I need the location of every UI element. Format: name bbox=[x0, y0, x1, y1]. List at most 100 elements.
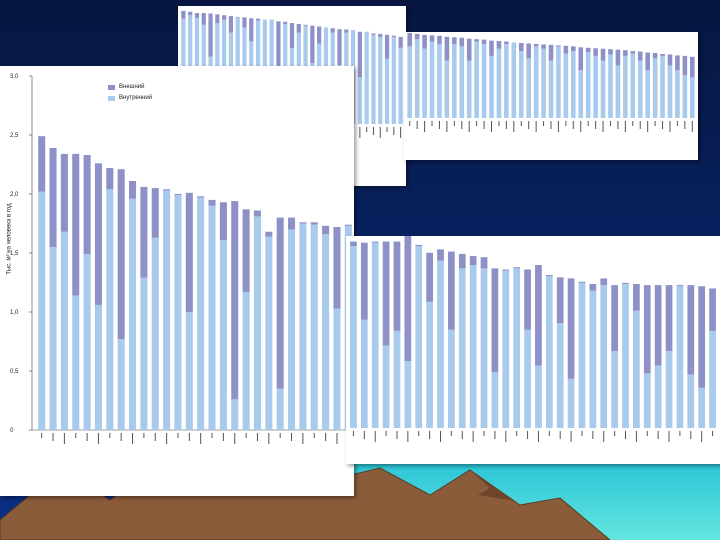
upper-right-bar-internal bbox=[504, 43, 509, 118]
lower-right-category-label-stub bbox=[374, 431, 376, 442]
lower-right-bar-external bbox=[513, 267, 521, 269]
main-bar-internal bbox=[106, 189, 114, 430]
lower-right-bar-internal bbox=[371, 242, 379, 428]
main-bar-internal bbox=[242, 291, 250, 430]
main-category-label-stub bbox=[63, 433, 65, 444]
lower-right-bar-internal bbox=[589, 290, 597, 428]
upper-right-bar-external bbox=[452, 37, 457, 44]
upper-right-bar-external bbox=[429, 35, 435, 42]
lower-right-bar-external bbox=[491, 268, 499, 373]
upper-right-bar-external bbox=[593, 48, 598, 56]
main-bar-external bbox=[242, 209, 250, 292]
lower-right-bar-external bbox=[426, 252, 433, 302]
main-category-label-stub bbox=[188, 433, 190, 441]
upper-right-bar-external bbox=[689, 56, 695, 78]
upper-left-bar-internal bbox=[364, 31, 369, 125]
chart-legend: Внешний Внутренний bbox=[108, 84, 152, 106]
upper-right-category-label-stub bbox=[572, 121, 574, 129]
y-tick-label: 2,0 bbox=[10, 192, 19, 198]
main-bar-external bbox=[49, 147, 57, 248]
lower-right-bar-external bbox=[545, 275, 553, 277]
main-category-label-stub bbox=[109, 433, 111, 438]
lower-right-bar-external bbox=[360, 242, 368, 320]
upper-right-category-label-stub bbox=[468, 121, 470, 132]
main-category-label-stub bbox=[313, 433, 315, 438]
lower-right-bar-external bbox=[458, 253, 466, 269]
main-bar-internal bbox=[72, 295, 80, 430]
main-category-label-stub bbox=[268, 433, 270, 444]
upper-right-category-label-stub bbox=[647, 121, 649, 132]
lower-right-category-label-stub bbox=[548, 431, 550, 436]
upper-right-bar-internal bbox=[593, 55, 598, 118]
lower-right-category-label-stub bbox=[581, 431, 583, 436]
upper-right-category-label-stub bbox=[453, 121, 455, 126]
upper-right-bar-internal bbox=[422, 48, 427, 118]
upper-left-bar-internal bbox=[384, 58, 390, 124]
upper-right-bar-internal bbox=[623, 55, 628, 118]
upper-right-bar-external bbox=[600, 48, 606, 61]
lower-right-category-label-stub bbox=[690, 431, 692, 439]
lower-right-bar-internal bbox=[458, 268, 466, 428]
upper-right-bar-internal bbox=[667, 65, 673, 118]
upper-right-category-label-stub bbox=[684, 121, 686, 129]
upper-left-bar-external bbox=[194, 13, 200, 18]
upper-right-bar-internal bbox=[563, 53, 569, 118]
main-bar-external bbox=[94, 163, 102, 305]
upper-right-bar-internal bbox=[414, 39, 420, 118]
upper-right-bar-internal bbox=[608, 54, 613, 118]
upper-right-category-label-stub bbox=[520, 121, 522, 126]
upper-left-bar-external bbox=[357, 31, 362, 78]
lower-right-category-label-stub bbox=[701, 431, 703, 442]
lower-right-bar-external bbox=[589, 284, 597, 291]
lower-right-bar-external bbox=[622, 282, 629, 284]
lower-right-category-label-stub bbox=[646, 431, 648, 436]
lower-right-bar-internal bbox=[404, 361, 412, 428]
chart-panel-main: 0 0,5 1,0 1,5 2,0 2,5 3,0 Внешний Внутренний Т… bbox=[0, 66, 354, 496]
upper-right-bar-external bbox=[407, 32, 413, 47]
lower-right-bar-external bbox=[404, 236, 412, 362]
lower-right-bar-internal bbox=[535, 365, 542, 428]
legend-item-external: Внешний bbox=[108, 84, 152, 90]
lower-right-bar-external bbox=[676, 285, 684, 287]
upper-left-category-label-stub bbox=[379, 127, 381, 138]
lower-right-bar-external bbox=[480, 257, 488, 269]
upper-right-category-label-stub bbox=[528, 121, 530, 129]
main-category-label-stub bbox=[279, 433, 281, 438]
y-axis-label: Тыс. м³ на человека в год bbox=[6, 203, 13, 275]
lower-right-bar-internal bbox=[600, 285, 608, 428]
upper-right-bar-internal bbox=[444, 60, 450, 118]
lower-right-bar-internal bbox=[643, 373, 651, 428]
upper-right-category-label-stub bbox=[438, 121, 440, 129]
upper-right-bar-internal bbox=[585, 52, 591, 118]
upper-left-bar-external bbox=[208, 13, 213, 57]
upper-left-bar-external bbox=[289, 23, 295, 49]
upper-left-bar-internal bbox=[398, 47, 403, 124]
upper-right-bar-internal bbox=[571, 51, 576, 118]
upper-left-bar-external bbox=[378, 33, 383, 37]
upper-right-bar-external bbox=[645, 52, 650, 71]
lower-right-bar-internal bbox=[437, 260, 444, 428]
upper-right-category-label-stub bbox=[476, 121, 478, 126]
upper-right-bar-internal bbox=[600, 60, 606, 118]
main-category-label-stub bbox=[97, 433, 99, 444]
upper-left-bar-external bbox=[337, 29, 342, 66]
upper-left-category-label-stub bbox=[366, 127, 368, 132]
upper-right-bar-internal bbox=[496, 48, 502, 118]
upper-right-category-label-stub bbox=[624, 121, 626, 132]
main-bar-external bbox=[265, 231, 273, 237]
lower-right-bar-internal bbox=[633, 310, 640, 428]
lower-right-bar-internal bbox=[611, 350, 618, 428]
lower-right-category-label-stub bbox=[559, 431, 561, 439]
lower-right-category-label-stub bbox=[385, 431, 387, 436]
main-bar-internal bbox=[208, 205, 216, 430]
upper-right-bar-internal bbox=[660, 55, 665, 118]
upper-right-category-label-stub bbox=[513, 121, 515, 132]
upper-right-bar-internal bbox=[675, 70, 680, 118]
main-category-label-stub bbox=[256, 433, 258, 441]
main-bar-internal bbox=[231, 399, 239, 430]
lower-right-category-label-stub bbox=[418, 431, 420, 436]
upper-right-bar-external bbox=[541, 44, 546, 49]
chart-main: 0 0,5 1,0 1,5 2,0 2,5 3,0 bbox=[10, 74, 354, 444]
upper-right-bar-internal bbox=[466, 60, 472, 118]
main-category-label-stub bbox=[41, 433, 43, 438]
